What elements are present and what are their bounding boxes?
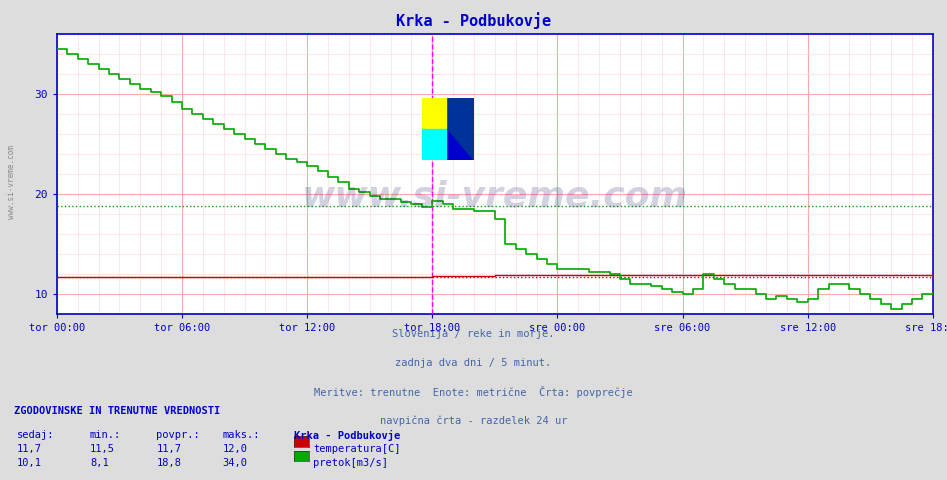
Polygon shape xyxy=(421,129,448,160)
Text: 8,1: 8,1 xyxy=(90,458,109,468)
Text: 11,7: 11,7 xyxy=(17,444,42,454)
Polygon shape xyxy=(448,129,474,160)
Text: 11,5: 11,5 xyxy=(90,444,115,454)
Text: maks.:: maks.: xyxy=(223,430,260,440)
Text: Krka - Podbukovje: Krka - Podbukovje xyxy=(396,12,551,29)
Text: www.si-vreme.com: www.si-vreme.com xyxy=(7,145,16,219)
Text: Slovenija / reke in morje.: Slovenija / reke in morje. xyxy=(392,329,555,339)
Text: 10,1: 10,1 xyxy=(17,458,42,468)
Text: 18,8: 18,8 xyxy=(156,458,181,468)
Text: sedaj:: sedaj: xyxy=(17,430,55,440)
Text: povpr.:: povpr.: xyxy=(156,430,200,440)
Text: pretok[m3/s]: pretok[m3/s] xyxy=(313,458,388,468)
Polygon shape xyxy=(421,98,448,129)
Text: 11,7: 11,7 xyxy=(156,444,181,454)
Text: navpična črta - razdelek 24 ur: navpična črta - razdelek 24 ur xyxy=(380,415,567,426)
Text: 12,0: 12,0 xyxy=(223,444,247,454)
Text: ZGODOVINSKE IN TRENUTNE VREDNOSTI: ZGODOVINSKE IN TRENUTNE VREDNOSTI xyxy=(14,406,221,416)
Text: temperatura[C]: temperatura[C] xyxy=(313,444,401,454)
Text: zadnja dva dni / 5 minut.: zadnja dva dni / 5 minut. xyxy=(396,358,551,368)
Text: Meritve: trenutne  Enote: metrične  Črta: povprečje: Meritve: trenutne Enote: metrične Črta: … xyxy=(314,386,633,398)
Text: 34,0: 34,0 xyxy=(223,458,247,468)
Polygon shape xyxy=(448,98,474,160)
Text: min.:: min.: xyxy=(90,430,121,440)
Text: www.si-vreme.com: www.si-vreme.com xyxy=(302,180,688,214)
Text: Krka - Podbukovje: Krka - Podbukovje xyxy=(294,430,400,441)
